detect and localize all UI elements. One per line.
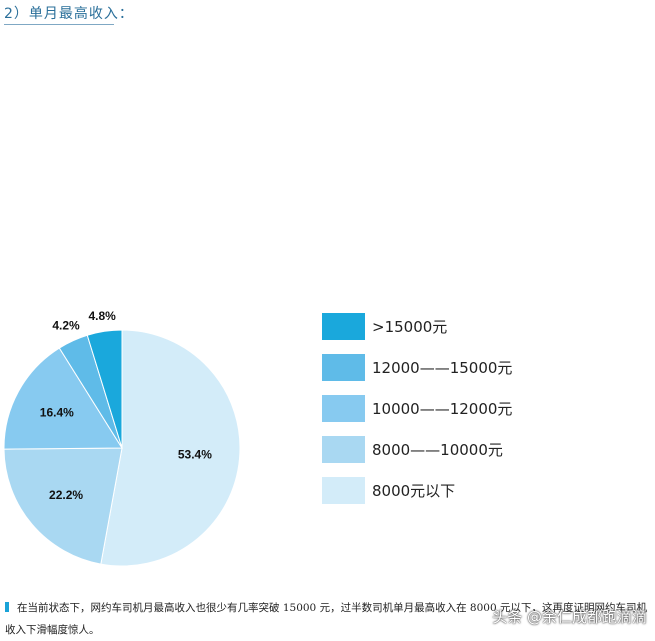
pie-slice-label: 4.8%: [88, 309, 116, 323]
note-marker-icon: [5, 602, 9, 612]
legend-swatch: [322, 313, 365, 340]
legend-swatch: [322, 477, 365, 504]
legend-item: 8000元以下: [322, 477, 622, 504]
pie-slice-label: 4.2%: [52, 319, 80, 333]
legend-item: >15000元: [322, 313, 622, 340]
watermark: 头条 @余仁成都跑滴滴: [492, 608, 647, 626]
legend-item: 10000——12000元: [322, 395, 622, 422]
legend-item: 12000——15000元: [322, 354, 622, 381]
pie-slice-label: 16.4%: [40, 405, 74, 419]
legend-label: 8000元以下: [372, 482, 456, 500]
chart-note: 在当前状态下，网约车司机月最高收入也很少有几率突破 15000 元，过半数司机单…: [5, 597, 650, 641]
title-underline: [4, 24, 114, 25]
pie-slice: [86, 329, 123, 449]
pie-slice-label: 22.2%: [49, 488, 83, 502]
legend-swatch: [322, 436, 365, 463]
legend-label: >15000元: [372, 318, 448, 336]
legend-swatch: [322, 395, 365, 422]
legend-swatch: [322, 354, 365, 381]
note-line-2: 收入下滑幅度惊人。: [5, 624, 100, 636]
pie-slice-label: 53.4%: [178, 448, 212, 462]
legend-item: 8000——10000元: [322, 436, 622, 463]
pie-slice: [100, 329, 241, 567]
pie-slice: [3, 347, 123, 450]
legend-label: 8000——10000元: [372, 441, 503, 459]
legend-label: 12000——15000元: [372, 359, 513, 377]
pie-slice: [3, 447, 123, 565]
legend-label: 10000——12000元: [372, 400, 513, 418]
section-title: 2）单月最高收入：: [4, 6, 134, 22]
pie-chart: 53.4% 22.2% 16.4% 4.2% 4.8%: [3, 309, 241, 567]
note-line-1: 在当前状态下，网约车司机月最高收入也很少有几率突破 15000 元，过半数司机单…: [17, 602, 647, 614]
